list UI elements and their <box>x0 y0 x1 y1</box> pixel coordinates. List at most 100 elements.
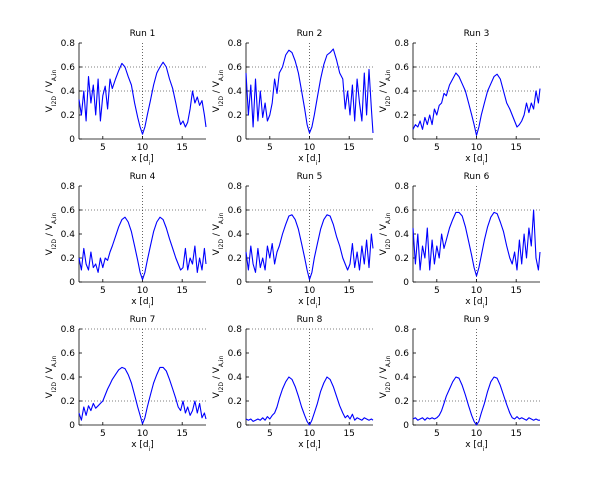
subplot-9: 0 0.2 0.4 0.6 0.8 5 10 15 Run 9 x [di] VI2D / VA,i… <box>379 315 540 453</box>
y-tick-label: 0.2 <box>395 397 409 407</box>
y-axis-label: VI2D / VA,in <box>45 69 58 112</box>
x-axis-label: x [di] <box>298 440 321 453</box>
x-axis-label: x [di] <box>465 440 488 453</box>
series-line <box>245 376 374 426</box>
subplot-7: 0 0.2 0.4 0.6 0.8 5 10 15 Run 7 x [di] VI2D / VA,i… <box>45 315 207 453</box>
x-tick-label: 5 <box>100 286 106 296</box>
y-tick-label: 0 <box>69 421 75 431</box>
x-tick-label: 15 <box>510 286 521 296</box>
x-tick-label: 10 <box>304 286 316 296</box>
series-line <box>245 214 374 281</box>
y-tick-label: 0.2 <box>395 254 409 264</box>
y-tick-label: 0.4 <box>395 87 410 97</box>
y-tick-label: 0.6 <box>61 206 76 216</box>
y-tick-label: 0.4 <box>61 373 76 383</box>
y-tick-label: 0.6 <box>395 206 410 216</box>
y-axis-label: VI2D / VA,in <box>379 69 392 112</box>
y-tick-label: 0.8 <box>61 325 76 335</box>
x-tick-label: 10 <box>304 143 316 153</box>
series-line <box>412 72 541 136</box>
y-tick-label: 0.8 <box>395 325 410 335</box>
x-tick-label: 5 <box>267 143 273 153</box>
x-tick-label: 5 <box>100 429 106 439</box>
subplot-1: 0 0.2 0.4 0.6 0.8 5 10 15 Run 1 x [di] VI2D / VA,i… <box>45 29 207 167</box>
y-tick-label: 0.6 <box>228 63 243 73</box>
y-tick-label: 0.6 <box>395 349 410 359</box>
x-tick-label: 10 <box>471 143 483 153</box>
y-tick-label: 0.8 <box>228 325 243 335</box>
x-axis-label: x [di] <box>465 297 488 310</box>
y-tick-label: 0 <box>69 278 75 288</box>
y-axis-label: VI2D / VA,in <box>379 355 392 398</box>
x-tick-label: 15 <box>176 429 187 439</box>
x-tick-label: 5 <box>267 286 273 296</box>
chart-title: Run 3 <box>464 29 490 39</box>
y-tick-label: 0.8 <box>228 39 243 49</box>
x-tick-label: 10 <box>137 286 149 296</box>
y-tick-label: 0.4 <box>228 87 243 97</box>
x-tick-label: 10 <box>137 143 149 153</box>
chart-title: Run 4 <box>130 172 156 182</box>
y-tick-label: 0.8 <box>61 182 76 192</box>
subplot-6: 0 0.2 0.4 0.6 0.8 5 10 15 Run 6 x [di] VI2D / VA,i… <box>379 172 541 310</box>
y-tick-label: 0.8 <box>228 182 243 192</box>
x-axis-label: x [di] <box>131 440 154 453</box>
y-tick-label: 0 <box>403 278 409 288</box>
y-tick-label: 0 <box>403 421 409 431</box>
x-tick-label: 5 <box>434 429 440 439</box>
subplot-8: 0 0.2 0.4 0.6 0.8 5 10 15 Run 8 x [di] VI2D / VA,i… <box>212 315 374 453</box>
y-tick-label: 0.8 <box>61 39 76 49</box>
y-axis-label: VI2D / VA,in <box>45 355 58 398</box>
x-tick-label: 15 <box>343 429 354 439</box>
y-tick-label: 0.6 <box>395 63 410 73</box>
x-tick-label: 5 <box>434 143 440 153</box>
x-tick-label: 5 <box>267 429 273 439</box>
x-tick-label: 15 <box>343 143 354 153</box>
y-tick-label: 0 <box>236 135 242 145</box>
x-tick-label: 10 <box>471 286 483 296</box>
y-tick-label: 0.4 <box>61 87 76 97</box>
x-tick-label: 5 <box>100 143 106 153</box>
y-tick-label: 0.8 <box>395 39 410 49</box>
series-line <box>412 209 541 277</box>
y-tick-label: 0.4 <box>61 230 76 240</box>
y-tick-label: 0.2 <box>228 254 242 264</box>
subplot-5: 0 0.2 0.4 0.6 0.8 5 10 15 Run 5 x [di] VI2D / VA,i… <box>212 172 374 310</box>
y-axis-label: VI2D / VA,in <box>212 69 225 112</box>
x-tick-label: 10 <box>304 429 316 439</box>
series-line <box>78 366 207 425</box>
chart-title: Run 2 <box>297 29 323 39</box>
y-tick-label: 0 <box>403 135 409 145</box>
y-tick-label: 0.2 <box>228 397 242 407</box>
y-tick-label: 0.2 <box>61 397 75 407</box>
y-tick-label: 0.2 <box>228 111 242 121</box>
y-tick-label: 0.4 <box>228 230 243 240</box>
x-tick-label: 10 <box>471 429 483 439</box>
x-axis-label: x [di] <box>131 154 154 167</box>
subplot-2: 0 0.2 0.4 0.6 0.8 5 10 15 Run 2 x [di] VI2D / VA,i… <box>212 29 374 167</box>
y-axis-label: VI2D / VA,in <box>45 212 58 255</box>
chart-title: Run 6 <box>464 172 490 182</box>
x-axis-label: x [di] <box>298 154 321 167</box>
y-tick-label: 0 <box>69 135 75 145</box>
y-tick-label: 0.2 <box>395 111 409 121</box>
x-tick-label: 5 <box>434 286 440 296</box>
series-line <box>412 376 540 426</box>
chart-title: Run 1 <box>130 29 156 39</box>
chart-title: Run 5 <box>297 172 323 182</box>
x-tick-label: 10 <box>137 429 149 439</box>
y-tick-label: 0.6 <box>61 63 76 73</box>
y-tick-label: 0 <box>236 421 242 431</box>
y-tick-label: 0.6 <box>228 206 243 216</box>
series-line <box>78 61 207 135</box>
chart-title: Run 8 <box>297 315 323 325</box>
x-tick-label: 15 <box>510 429 521 439</box>
y-tick-label: 0.2 <box>61 111 75 121</box>
x-axis-label: x [di] <box>298 297 321 310</box>
y-axis-label: VI2D / VA,in <box>379 212 392 255</box>
x-tick-label: 15 <box>343 286 354 296</box>
y-tick-label: 0.4 <box>395 373 410 383</box>
y-tick-label: 0.6 <box>61 349 76 359</box>
y-tick-label: 0.4 <box>395 230 410 240</box>
